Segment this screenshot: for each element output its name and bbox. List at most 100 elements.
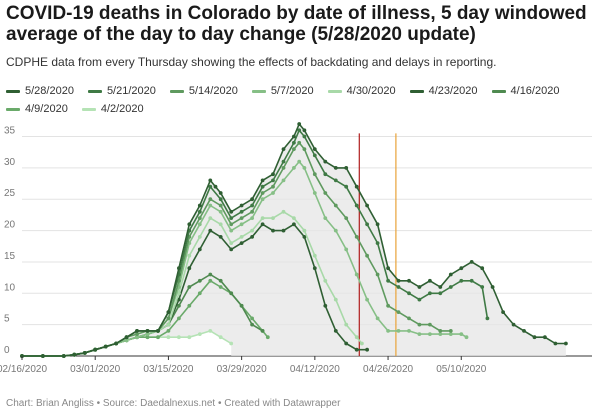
chart-footer: Chart: Brian Angliss • Source: Daedalnex… [6,398,341,409]
data-point [229,241,234,245]
x-tick-label: 03/29/2020 [217,364,267,375]
data-point [229,216,234,220]
data-point [197,209,202,214]
data-point [323,172,328,177]
data-point [103,344,108,349]
y-tick-label: 30 [4,157,16,168]
data-point [297,159,302,164]
data-point [302,128,307,133]
legend-swatch [87,89,102,93]
x-axis: 02/16/2020 03/01/2020 03/15/2020 03/29/2020… [0,356,487,375]
data-point [375,222,380,227]
data-point [292,140,296,145]
legend-item-4-9-2020: 4/9/2020 [6,100,68,118]
data-point [448,332,453,336]
data-point [312,253,317,258]
data-point [229,247,234,252]
data-point [218,222,223,227]
data-point [218,278,223,283]
data-point [543,335,547,340]
data-point [135,329,139,333]
data-point [302,147,307,151]
data-point [360,341,364,346]
data-point [333,329,338,333]
data-point [459,332,464,336]
data-point [354,347,359,352]
data-point [239,235,244,239]
data-point [522,329,526,333]
data-point [166,329,171,333]
data-point [333,166,338,170]
data-point [218,235,223,239]
data-point [177,316,181,321]
data-point [354,272,359,277]
data-point [260,197,265,202]
data-point [93,347,98,352]
data-point [396,329,401,333]
data-point [297,122,302,126]
legend-label: 4/16/2020 [510,85,560,97]
series-5-28-2020 [20,122,568,358]
data-point [208,178,213,183]
data-point [271,228,275,233]
data-point [323,303,328,308]
data-point [344,184,349,189]
data-point [333,228,338,233]
data-point [469,260,474,264]
data-point [553,341,558,346]
data-point [145,335,150,340]
legend-label: 4/2/2020 [100,103,144,115]
data-point [354,184,359,189]
data-point [208,272,213,277]
legend-swatch [491,89,506,93]
data-point [197,216,202,220]
y-tick-label: 0 [4,345,10,356]
data-point [250,322,255,327]
data-point [480,285,485,289]
data-point [428,322,432,327]
data-point [114,341,118,346]
legend-item-4-2-2020: 4/2/2020 [81,100,144,118]
legend-swatch [81,107,96,111]
data-point [72,352,77,357]
data-point [428,291,432,296]
data-point [250,235,255,239]
data-point [197,291,202,296]
data-point [459,278,464,283]
data-point [375,316,380,321]
data-point [386,266,390,271]
data-point [344,341,349,346]
data-point [250,197,255,202]
data-point [386,303,390,308]
data-point [428,332,432,336]
legend-item-4-23-2020: 4/23/2020 [409,82,478,100]
data-point [354,203,359,208]
legend-item-5-28-2020: 5/28/2020 [6,82,74,100]
data-point [124,335,129,340]
data-point [365,347,369,352]
legend-item-5-7-2020: 5/7/2020 [251,82,314,100]
data-point [229,228,234,233]
data-point [302,228,307,233]
data-point [333,203,338,208]
data-point [459,266,464,271]
data-point [396,285,401,289]
data-point [407,291,411,296]
data-point [135,332,139,336]
data-point [292,147,296,151]
x-tick-label: 03/15/2020 [143,364,193,375]
data-point [135,335,139,340]
data-point [490,285,495,289]
data-point [208,197,213,202]
y-tick-label: 10 [4,282,16,293]
data-point [61,354,66,358]
legend-label: 4/30/2020 [346,85,396,97]
data-point [218,209,223,214]
data-point [344,247,349,252]
data-point [197,203,202,208]
data-point [302,235,307,239]
data-point [464,335,469,340]
data-point [197,222,202,227]
data-point [187,285,192,289]
data-point [511,322,516,327]
